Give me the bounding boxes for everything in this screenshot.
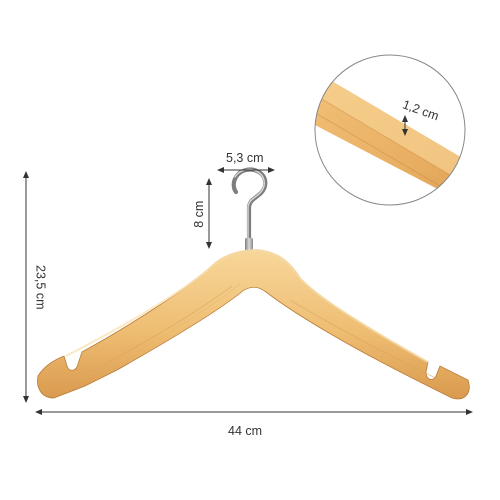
total-height-label: 23,5 cm (33, 265, 48, 310)
hook-width-label: 5,3 cm (226, 151, 264, 165)
hook-base (245, 238, 253, 252)
hook-height-label: 8 cm (191, 200, 206, 228)
thickness-zoom-circle (314, 54, 466, 206)
total-width-label: 44 cm (228, 424, 263, 438)
hanger-body (37, 248, 470, 400)
dimension-lines (23, 167, 473, 415)
hook (231, 167, 268, 252)
